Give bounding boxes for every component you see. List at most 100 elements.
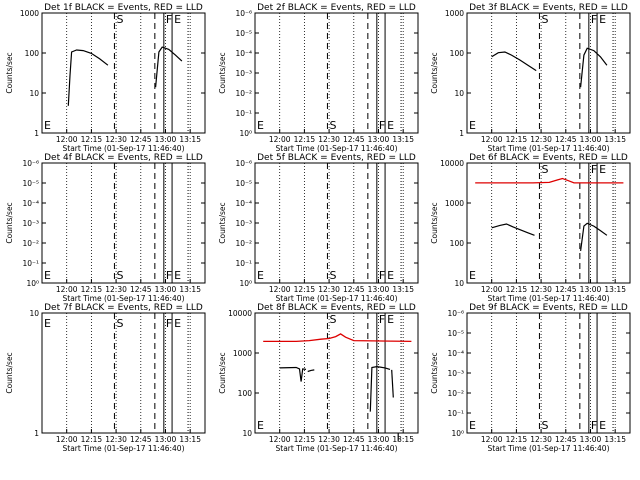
y-tick-label: 10⁻⁴ — [235, 49, 252, 58]
x-tick-label: 13:15 — [604, 135, 626, 144]
y-tick-label: 10⁻⁴ — [447, 349, 464, 358]
y-axis-label: Counts/sec — [218, 202, 227, 243]
x-tick-label: 12:00 — [56, 435, 78, 444]
panel-title: Det 8f BLACK = Events, RED = LLD — [257, 303, 416, 313]
y-tick-label: 10⁻² — [22, 239, 39, 248]
y-tick-label: 10⁻⁶ — [22, 159, 39, 168]
x-tick-label: 12:15 — [506, 285, 528, 294]
panel-title: Det 4f BLACK = Events, RED = LLD — [44, 153, 203, 163]
series-line-2 — [155, 46, 183, 88]
y-tick-label: 10000 — [228, 309, 252, 318]
series-line-2 — [279, 366, 307, 382]
x-tick-label: 13:00 — [580, 285, 602, 294]
x-tick-label: 12:30 — [318, 285, 340, 294]
series-line-5 — [391, 369, 394, 398]
marker-e: E — [599, 13, 606, 26]
marker-e: E — [174, 269, 181, 282]
x-tick-label: 12:00 — [269, 285, 291, 294]
y-tick-label: 10⁰ — [239, 279, 252, 288]
series-line-2 — [580, 47, 608, 88]
y-axis-label: Counts/sec — [218, 52, 227, 93]
marker-s: S — [329, 269, 336, 282]
x-tick-label: 13:00 — [580, 435, 602, 444]
y-tick-label: 100 — [238, 389, 253, 398]
marker-f: F — [166, 13, 172, 26]
plot-frame — [254, 312, 419, 434]
x-tick-label: 12:15 — [81, 435, 103, 444]
marker-s: S — [329, 313, 336, 326]
marker-e: E — [257, 419, 264, 432]
y-tick-label: 10⁻³ — [447, 369, 464, 378]
marker-e: E — [387, 269, 394, 282]
x-tick-label: 12:45 — [130, 435, 152, 444]
x-tick-label: 12:00 — [269, 435, 291, 444]
x-axis-label: Start Time (01-Sep-17 11:46:40) — [63, 444, 185, 453]
y-tick-label: 1 — [34, 129, 39, 138]
panel-title: Det 2f BLACK = Events, RED = LLD — [257, 3, 416, 13]
x-tick-label: 12:30 — [105, 135, 127, 144]
y-tick-label: 10⁻⁶ — [235, 159, 252, 168]
y-tick-label: 10⁻⁶ — [235, 9, 252, 18]
marker-s: S — [541, 13, 548, 26]
y-tick-label: 1000 — [445, 199, 464, 208]
y-tick-label: 10 — [242, 429, 252, 438]
marker-s: S — [116, 269, 123, 282]
y-tick-label: 1000 — [20, 9, 39, 18]
series-line-1 — [67, 49, 109, 106]
y-tick-label: 10 — [454, 89, 464, 98]
x-tick-label: 12:45 — [343, 135, 365, 144]
marker-e: E — [257, 119, 264, 132]
x-tick-label: 12:15 — [81, 135, 103, 144]
marker-e: E — [174, 13, 181, 26]
marker-e: E — [44, 269, 51, 282]
x-tick-label: 13:00 — [368, 285, 390, 294]
marker-f: F — [379, 313, 385, 326]
x-tick-label: 12:30 — [318, 135, 340, 144]
panel-det-3: Det 3f BLACK = Events, RED = LLD 12:00 12:… — [430, 3, 631, 153]
marker-e: E — [469, 419, 476, 432]
x-tick-label: 12:15 — [506, 135, 528, 144]
x-tick-label: 12:00 — [481, 435, 503, 444]
y-axis-label: Counts/sec — [5, 52, 14, 93]
y-tick-label: 100 — [450, 239, 465, 248]
series-line-1 — [475, 177, 624, 184]
x-tick-label: 12:30 — [530, 285, 552, 294]
y-tick-label: 10⁻¹ — [22, 259, 39, 268]
y-tick-label: 10⁻⁶ — [447, 309, 464, 318]
x-tick-label: 12:00 — [481, 285, 503, 294]
x-axis-label: Start Time (01-Sep-17 11:46:40) — [488, 294, 610, 303]
marker-s: S — [541, 163, 548, 176]
y-tick-label: 10⁻⁴ — [235, 199, 252, 208]
x-tick-label: 12:30 — [105, 285, 127, 294]
x-tick-label: 12:30 — [105, 435, 127, 444]
x-tick-label: 13:00 — [155, 285, 177, 294]
x-tick-label: 12:00 — [481, 135, 503, 144]
x-tick-label: 13:00 — [368, 135, 390, 144]
y-axis-label: Counts/sec — [218, 352, 227, 393]
x-axis-label: Start Time (01-Sep-17 11:46:40) — [63, 294, 185, 303]
panel-title: Det 3f BLACK = Events, RED = LLD — [469, 3, 628, 13]
x-tick-label: 12:45 — [555, 435, 577, 444]
y-tick-label: 10⁰ — [451, 429, 464, 438]
marker-f: F — [591, 419, 597, 432]
x-axis-label: Start Time (01-Sep-17 11:46:40) — [63, 144, 185, 153]
marker-f: F — [379, 269, 385, 282]
marker-f: F — [166, 317, 172, 330]
panel-title: Det 6f BLACK = Events, RED = LLD — [469, 153, 628, 163]
y-tick-label: 10⁻³ — [235, 219, 252, 228]
x-tick-label: 13:15 — [392, 435, 414, 444]
y-tick-label: 10⁻¹ — [447, 409, 464, 418]
y-tick-label: 10⁻² — [235, 89, 252, 98]
y-tick-label: 100 — [450, 49, 465, 58]
y-tick-label: 10⁻² — [447, 389, 464, 398]
plot-frame — [466, 12, 631, 134]
y-tick-label: 10⁰ — [239, 129, 252, 138]
marker-s: S — [541, 419, 548, 432]
x-axis-label: Start Time (01-Sep-17 11:46:40) — [488, 144, 610, 153]
series-line-2 — [491, 223, 535, 236]
x-tick-label: 12:45 — [555, 285, 577, 294]
